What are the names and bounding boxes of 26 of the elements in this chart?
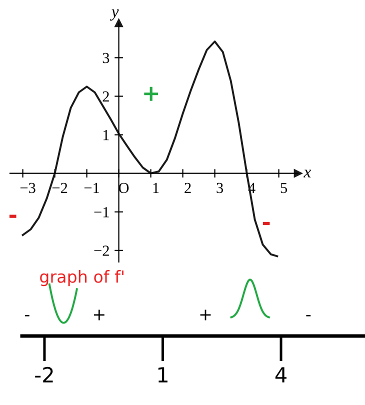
text: +: [200, 310, 211, 320]
x-tick-label: 2: [184, 182, 191, 193]
category-label: -2: [35, 366, 53, 382]
y-tick-label: 3: [102, 52, 110, 64]
text: -: [24, 314, 30, 316]
y-tick-label: −2: [94, 246, 109, 256]
y-tick-label: 1: [103, 130, 109, 140]
text: +: [94, 310, 104, 320]
x-tick-label: 1: [153, 182, 159, 193]
x-tick-label: 5: [280, 182, 288, 194]
x-tick-label: 3: [216, 182, 224, 194]
annotation: +: [144, 86, 158, 101]
x-tick-label: −3: [20, 182, 36, 194]
annotation: -: [9, 214, 16, 218]
x-tick-label: −2: [52, 182, 68, 193]
text: graph of f': [40, 270, 124, 286]
category-label: 1: [158, 367, 168, 382]
y-tick-label: 2: [102, 91, 109, 102]
text: -: [306, 314, 311, 316]
y-axis-title: y: [110, 9, 119, 21]
category-label: 4: [275, 367, 286, 382]
line-series: [22, 40, 278, 258]
annotation: -: [262, 222, 270, 226]
x-tick-label: −1: [84, 182, 100, 193]
y-tick-label: −1: [94, 207, 109, 218]
x-axis-title: x: [304, 170, 312, 178]
